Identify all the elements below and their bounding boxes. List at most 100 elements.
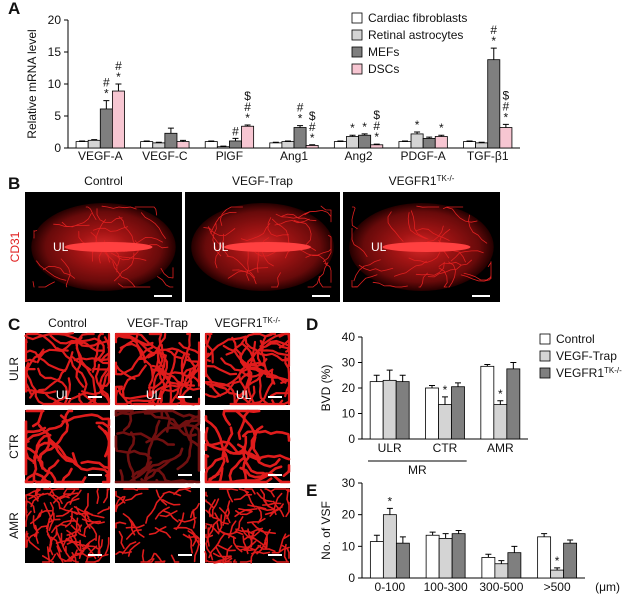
error-bar (386, 507, 393, 515)
y-axis-label: No. of VSF (319, 501, 333, 560)
bar (481, 557, 496, 579)
error-bar (511, 545, 518, 553)
bar (422, 137, 436, 149)
y-tick-label: 30 (342, 356, 356, 370)
bar (382, 379, 397, 440)
error-bar (438, 134, 445, 137)
bar (382, 514, 397, 579)
legend-swatch (539, 367, 551, 379)
bar (434, 136, 448, 149)
column-label-main: VEGFR1 (389, 174, 437, 188)
vessel-texture (351, 205, 492, 288)
bar (229, 140, 242, 149)
bar (395, 381, 410, 440)
y-axis-label: Relative mRNA level (25, 29, 39, 138)
bar (438, 404, 452, 440)
column-label-sup: TK-/- (263, 316, 281, 325)
vessel-texture (114, 409, 201, 484)
y-tick-label: 10 (342, 407, 356, 421)
error-bar (498, 560, 505, 564)
significance-marker: * (555, 554, 560, 568)
error-bar (155, 141, 162, 143)
significance-marker: $ (309, 109, 316, 123)
error-bar (180, 139, 187, 142)
region-label: UL (236, 388, 252, 402)
error-bar (220, 145, 227, 147)
column-label: VEGFR1TK-/- (215, 316, 281, 331)
error-bar (510, 362, 517, 369)
vessel-texture (24, 409, 111, 484)
bar (164, 132, 178, 149)
bar (281, 141, 295, 149)
lumen (224, 242, 311, 252)
legend-label: MEFs (368, 45, 399, 59)
y-tick-label: 40 (342, 330, 356, 344)
bar (438, 538, 453, 579)
panel-letter: A (8, 0, 20, 18)
significance-marker: # (503, 99, 510, 113)
row-label: ULR (7, 357, 21, 381)
panel-letter: E (306, 481, 317, 500)
x-tick-label: Ang2 (345, 149, 373, 163)
vessel-texture (204, 488, 290, 564)
y-tick-label: 5 (54, 109, 61, 123)
row-label: CTR (7, 434, 21, 459)
bar (550, 569, 565, 579)
y-tick-label: 10 (48, 77, 62, 91)
significance-marker: # (244, 100, 251, 114)
significance-marker: # (309, 120, 316, 134)
error-bar (485, 553, 492, 558)
region-label: UL (146, 388, 162, 402)
significance-marker: * (491, 34, 496, 48)
x-tick-label: AMR (487, 441, 514, 455)
bar (204, 141, 218, 149)
legend-swatch (351, 29, 363, 41)
significance-marker: * (498, 387, 503, 401)
bar (370, 144, 384, 149)
vessel-texture (24, 332, 111, 406)
bar (451, 533, 466, 579)
x-tick-label: VEGF-C (142, 149, 188, 163)
error-bar (567, 539, 574, 544)
error-bar (361, 133, 368, 136)
y-tick-label: 20 (342, 381, 356, 395)
legend-label-main: Cardiac fibroblasts (368, 11, 467, 25)
bar (369, 541, 384, 579)
y-tick-label: 0 (348, 432, 355, 446)
vessel-texture (204, 332, 291, 406)
legend-label: VEGF-Trap (556, 349, 617, 363)
group-label: MR (408, 463, 427, 477)
column-label: VEGFR1TK-/- (389, 174, 455, 189)
bar (346, 136, 359, 149)
bar (87, 139, 101, 149)
y-tick-label: 30 (342, 476, 356, 490)
legend-label-main: MEFs (368, 45, 399, 59)
error-bar (103, 100, 110, 109)
bar (410, 133, 424, 149)
error-bar (541, 533, 548, 537)
error-bar (284, 140, 291, 142)
x-tick-label: CTR (433, 441, 458, 455)
error-bar (373, 143, 380, 145)
bar (493, 404, 508, 440)
legend-label-main: Retinal astrocytes (368, 28, 463, 42)
significance-marker: * (374, 130, 379, 144)
panel-letter: C (8, 315, 20, 334)
error-bar (373, 534, 380, 542)
significance-marker: * (388, 494, 393, 508)
bar (425, 534, 440, 579)
bar (475, 142, 489, 149)
legend-label: Cardiac fibroblasts (368, 11, 467, 25)
legend-label-sup: TK-/- (604, 366, 622, 375)
x-tick-label: Ang1 (280, 149, 308, 163)
significance-marker: * (443, 383, 448, 397)
micrograph (115, 488, 200, 563)
column-label-main: VEGFR1 (215, 316, 263, 330)
legend-label-main: DSCs (368, 62, 399, 76)
x-tick-label: PlGF (216, 149, 243, 163)
error-bar (429, 384, 435, 388)
x-unit: (μm) (595, 580, 620, 594)
error-bar (442, 396, 448, 405)
significance-marker: * (504, 110, 509, 124)
legend-label: VEGFR1TK-/- (556, 366, 622, 381)
